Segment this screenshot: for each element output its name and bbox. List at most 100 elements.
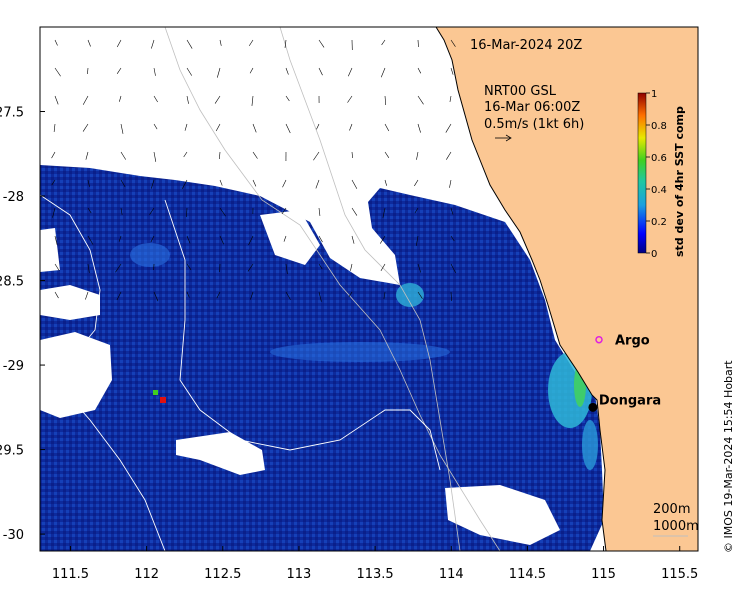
current-vector: [379, 235, 386, 244]
current-vector: [186, 291, 190, 298]
current-vector: [215, 123, 221, 132]
sst-hotspot: [153, 390, 158, 395]
current-vector: [349, 123, 353, 131]
current-vector: [82, 95, 89, 105]
y-tick-label: -28.5: [0, 275, 24, 290]
current-vector: [417, 123, 421, 133]
colorbar-tick-label: 0.2: [651, 217, 667, 228]
current-vector: [214, 95, 221, 104]
y-tick-label: -29: [3, 359, 24, 374]
current-vector: [87, 67, 89, 75]
current-vector: [285, 263, 288, 274]
y-tick-label: -27.5: [0, 106, 24, 121]
current-vector: [219, 179, 223, 186]
current-vector: [120, 151, 127, 160]
current-vector: [382, 207, 386, 218]
colorbar-tick-label: 0: [651, 249, 657, 260]
y-tick-label: -29.5: [0, 444, 24, 459]
sst-patch: [130, 243, 170, 267]
contour-1000m: [164, 27, 501, 551]
colorbar-tick-label: 1: [651, 89, 657, 100]
current-vector: [87, 39, 91, 47]
current-vector: [151, 39, 155, 49]
current-vector: [283, 235, 287, 242]
current-legend-line2: 16-Mar 06:00Z: [484, 100, 580, 115]
contour-deep: [164, 199, 441, 471]
x-tick-label: 113: [287, 567, 312, 582]
current-vector: [351, 151, 353, 158]
x-tick-label: 114.5: [509, 567, 546, 582]
current-vector: [87, 179, 90, 187]
current-vector: [151, 179, 155, 189]
x-tick-label: 113.5: [356, 567, 393, 582]
current-vector: [149, 207, 155, 215]
current-vector: [153, 95, 158, 103]
current-vector: [318, 39, 325, 48]
current-vector: [316, 123, 320, 130]
current-vector: [417, 95, 424, 105]
argo-marker: [595, 335, 603, 344]
no-data-hole: [176, 432, 265, 475]
current-vector: [251, 95, 254, 106]
x-tick-label: 114: [439, 567, 464, 582]
sst-patch: [396, 283, 424, 307]
current-vector: [281, 207, 287, 214]
current-vector: [318, 67, 323, 76]
current-vector: [120, 207, 123, 215]
current-vector: [450, 263, 456, 273]
current-vector: [247, 263, 254, 272]
contour-legend-200m: 200m: [653, 502, 690, 517]
current-vector: [217, 67, 221, 78]
colorbar-tick-label: 0.4: [651, 185, 667, 196]
current-vector: [383, 291, 386, 299]
current-vector: [153, 67, 156, 76]
no-data-hole: [40, 228, 60, 272]
current-vector: [216, 291, 221, 299]
current-vector: [284, 39, 287, 48]
no-data-hole: [40, 332, 112, 418]
current-vector: [249, 67, 254, 74]
dongara-label: Dongara: [599, 393, 661, 408]
current-vector: [351, 235, 355, 244]
plot-area: [40, 27, 698, 551]
current-vector: [120, 123, 124, 134]
current-vector: [183, 151, 188, 158]
current-vector: [116, 67, 122, 75]
current-vector: [318, 263, 323, 270]
sst-patch: [582, 420, 598, 470]
current-vector: [116, 291, 122, 301]
current-vector: [153, 123, 158, 130]
current-vector: [118, 235, 122, 242]
axis-ticks: 111.5 112 112.5 113 113.5 114 114.5 115 115.5 -27…: [0, 106, 698, 582]
current-vector: [318, 291, 322, 302]
current-vector: [54, 39, 58, 46]
current-vector: [380, 67, 386, 78]
current-vector: [87, 263, 90, 273]
current-vector: [348, 67, 353, 77]
current-vector: [186, 67, 192, 76]
current-vector: [150, 235, 155, 243]
current-vector: [318, 207, 321, 216]
current-vector: [219, 151, 221, 159]
colorbar-tick-label: 0.8: [651, 121, 667, 132]
sst-hotspot: [160, 397, 166, 403]
current-vector: [384, 151, 390, 159]
current-vector: [285, 291, 291, 300]
x-tick-label: 111.5: [52, 567, 89, 582]
current-vector: [184, 123, 188, 131]
current-vector: [186, 235, 191, 244]
current-vector: [318, 235, 323, 243]
current-vector: [415, 235, 419, 246]
no-data-hole: [445, 485, 560, 545]
current-vector: [248, 235, 254, 246]
current-vector: [87, 235, 94, 245]
dongara-marker: [588, 402, 598, 412]
current-vector: [186, 263, 192, 270]
current-vector: [384, 179, 387, 186]
current-vector: [252, 151, 258, 159]
current-vector: [53, 123, 56, 132]
current-vector: [449, 179, 452, 188]
current-vector: [450, 207, 454, 215]
current-vector: [54, 235, 58, 245]
